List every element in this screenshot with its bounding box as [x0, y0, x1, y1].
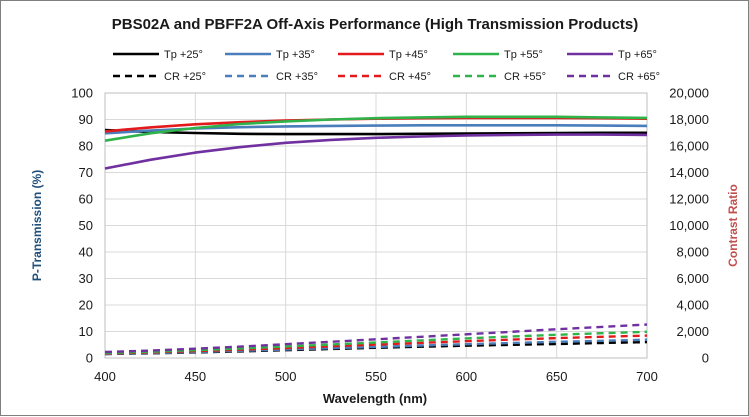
- series-line-tp-55: [104, 115, 648, 142]
- plot-area: [104, 92, 648, 359]
- legend-label: Tp +25°: [164, 49, 203, 61]
- x-tick-label: 550: [365, 369, 387, 384]
- y-tick-label: 10: [79, 324, 93, 339]
- y-tick-label: 80: [79, 139, 93, 154]
- series-line-tp-25: [104, 128, 647, 136]
- legend-label: CR +45°: [389, 71, 431, 83]
- series-line-cr-55: [104, 330, 648, 355]
- legend-label: CR +55°: [504, 71, 546, 83]
- y2-tick-label: 10,000: [669, 218, 709, 233]
- legend-label: CR +35°: [276, 71, 318, 83]
- legend: Tp +25° Tp +35° Tp +45° Tp +55° Tp +65° CR +2…: [113, 49, 660, 83]
- legend-label: CR +65°: [618, 71, 660, 83]
- legend-label: Tp +35°: [276, 49, 315, 61]
- y2-tick-label: 2,000: [676, 324, 709, 339]
- y2-tick-label: 12,000: [669, 192, 709, 207]
- x-tick-label: 600: [455, 369, 477, 384]
- y-tick-label: 20: [79, 298, 93, 313]
- y2-tick-label: 6,000: [676, 271, 709, 286]
- y-tick-label: 90: [79, 112, 93, 127]
- x-tick-label: 450: [184, 369, 206, 384]
- legend-label: Tp +65°: [618, 49, 657, 61]
- chart-title: PBS02A and PBFF2A Off-Axis Performance (…: [112, 16, 639, 33]
- y2-tick-label: 20,000: [669, 86, 709, 101]
- series-layer: [104, 115, 648, 356]
- x-tick-label: 700: [636, 369, 658, 384]
- legend-label: Tp +45°: [389, 49, 428, 61]
- series-line-cr-65: [104, 323, 648, 354]
- y2-tick-label: 14,000: [669, 165, 709, 180]
- y-tick-label: 0: [86, 351, 93, 366]
- y2-axis-title: Contrast Ratio: [726, 184, 740, 267]
- series-line-tp-65: [104, 133, 648, 170]
- x-tick-label: 400: [94, 369, 116, 384]
- y2-tick-label: 16,000: [669, 139, 709, 154]
- y2-tick-label: 4,000: [676, 298, 709, 313]
- y-tick-label: 100: [71, 86, 93, 101]
- y-tick-label: 50: [79, 218, 93, 233]
- y-tick-label: 40: [79, 245, 93, 260]
- x-tick-label: 650: [546, 369, 568, 384]
- y-tick-label: 70: [79, 165, 93, 180]
- y2-tick-label: 18,000: [669, 112, 709, 127]
- legend-label: Tp +55°: [504, 49, 543, 61]
- y2-tick-label: 0: [702, 351, 709, 366]
- y-axis-title: P-Transmission (%): [30, 170, 44, 281]
- x-axis-title: Wavelength (nm): [323, 391, 427, 406]
- y-tick-label: 30: [79, 271, 93, 286]
- y-tick-label: 60: [79, 192, 93, 207]
- x-tick-label: 500: [275, 369, 297, 384]
- legend-label: CR +25°: [164, 71, 206, 83]
- y2-tick-label: 8,000: [676, 245, 709, 260]
- axes: 0 10 20 30 40 50 60 70 80 90 100 0 2,000 4,000 6,000 8,…: [71, 86, 709, 385]
